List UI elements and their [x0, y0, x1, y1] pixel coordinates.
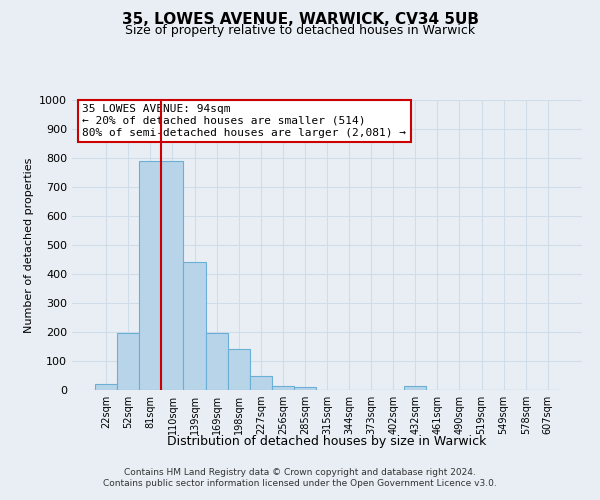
Bar [95, 384, 117, 390]
Bar [404, 386, 427, 390]
Bar [117, 334, 139, 390]
Text: 35 LOWES AVENUE: 94sqm
← 20% of detached houses are smaller (514)
80% of semi-de: 35 LOWES AVENUE: 94sqm ← 20% of detached… [82, 104, 406, 138]
Bar [139, 161, 161, 390]
Bar [184, 262, 206, 390]
Text: Contains HM Land Registry data © Crown copyright and database right 2024.
Contai: Contains HM Land Registry data © Crown c… [103, 468, 497, 487]
Bar [294, 387, 316, 390]
Text: Size of property relative to detached houses in Warwick: Size of property relative to detached ho… [125, 24, 475, 37]
Bar [272, 386, 294, 390]
Bar [161, 161, 184, 390]
Bar [227, 350, 250, 390]
Bar [250, 376, 272, 390]
Y-axis label: Number of detached properties: Number of detached properties [23, 158, 34, 332]
Bar [206, 334, 227, 390]
Text: 35, LOWES AVENUE, WARWICK, CV34 5UB: 35, LOWES AVENUE, WARWICK, CV34 5UB [121, 12, 479, 28]
Text: Distribution of detached houses by size in Warwick: Distribution of detached houses by size … [167, 435, 487, 448]
